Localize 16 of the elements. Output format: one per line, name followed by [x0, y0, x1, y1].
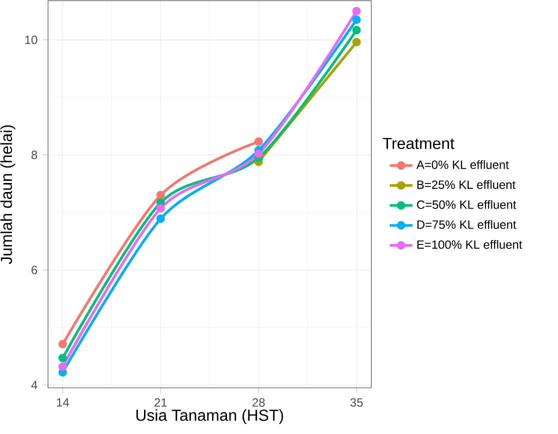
x-tick-label: 35	[350, 398, 363, 407]
legend-label: A=0% KL effluent	[416, 160, 509, 169]
legend-title: Treatment	[382, 138, 454, 150]
x-axis-title: Usia Tanaman (HST)	[136, 409, 284, 424]
x-tick-label: 21	[154, 398, 167, 407]
x-tick-label: 14	[56, 398, 69, 406]
y-tick-label: 4	[31, 380, 38, 390]
y-tick-label: 10	[25, 36, 38, 44]
legend-label: E=100% KL effluent	[417, 240, 522, 249]
x-tick-label: 28	[252, 398, 265, 407]
legend-label: C=50% KL effluent	[417, 200, 516, 209]
y-tick-label: 6	[32, 266, 38, 274]
legend-label: D=75% KL effluent	[417, 220, 516, 229]
y-tick-label: 8	[32, 150, 38, 160]
y-axis-title: Jumlah daun (helai)	[0, 125, 16, 264]
legend-label: B=25% KL effluent	[417, 180, 516, 189]
